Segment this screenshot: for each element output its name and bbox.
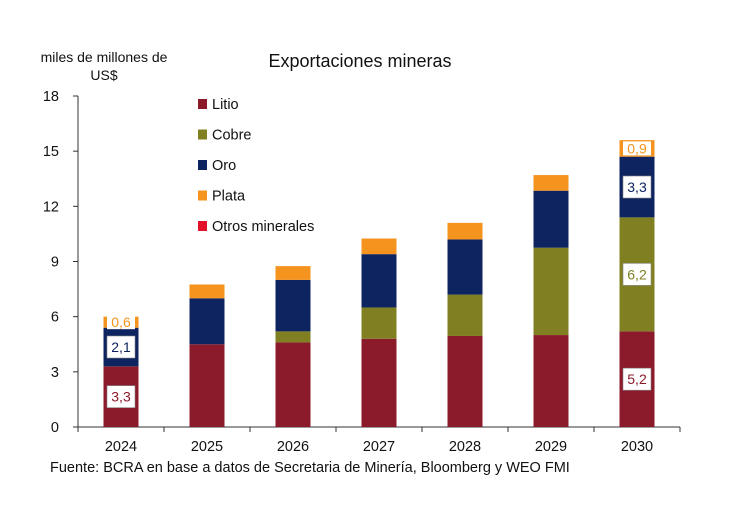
bar-segment-plata-2027 [361,238,397,255]
axes: 0 3 6 9 12 15 18 2024 2025 2026 2027 2028 2029 2030 [43,89,681,455]
data-label: 0,9 [627,140,647,156]
data-label: 0,6 [111,314,131,330]
source-note: Fuente: BCRA en base a datos de Secretar… [50,460,570,476]
bar-segment-oro-2025 [189,298,225,345]
x-tick-label: 2026 [277,439,309,455]
y-tick-label: 12 [43,199,59,215]
bar-segment-litio-2028 [447,335,483,427]
bar-segment-litio-2025 [189,344,225,427]
data-label: 3,3 [627,179,647,195]
bars [103,140,655,427]
legend: Litio Cobre Oro Plata Otros minerales [198,97,314,235]
legend-swatch-oro [198,160,207,170]
bar-segment-cobre-2026 [275,331,311,343]
y-tick-label: 3 [51,365,59,381]
data-label-box [623,141,651,156]
y-tick-label: 0 [51,420,59,436]
data-label-box [622,175,652,199]
bar-segment-cobre-2027 [361,307,397,339]
legend-swatch-plata [198,190,207,201]
legend-swatch-litio [198,99,207,109]
x-tick-label: 2025 [191,439,223,455]
data-labels: 3,3 2,1 0,6 5,2 6,2 3,3 0,9 [106,140,652,408]
data-label: 6,2 [627,266,647,282]
data-label-box [622,263,652,286]
x-tick-label: 2030 [621,439,653,455]
data-label: 5,2 [627,371,647,387]
y-tick-label: 15 [43,144,59,160]
bar-segment-litio-2029 [533,335,569,427]
y-tick-label: 9 [51,255,59,271]
y-tick-label: 6 [51,310,59,326]
data-label-box [106,335,136,359]
bar-segment-plata-2025 [189,284,225,299]
x-tick-label: 2028 [449,439,481,455]
y-tick-label: 18 [43,89,59,105]
data-label-box [107,315,135,330]
legend-label-plata: Plata [212,189,246,205]
data-label-box [622,367,652,391]
bar-segment-plata-2029 [533,175,569,191]
x-tick-label: 2029 [535,439,567,455]
legend-label-cobre: Cobre [212,128,252,144]
y-axis-unit-label: miles de millones de US$ [40,49,168,83]
legend-label-otros-minerales: Otros minerales [212,219,314,235]
bar-segment-cobre-2028 [447,294,483,336]
legend-label-litio: Litio [212,97,239,113]
legend-swatch-otros-minerales [198,221,207,231]
x-tick-label: 2024 [105,439,137,455]
bar-segment-litio-2027 [361,338,397,427]
bar-segment-oro-2029 [533,190,569,248]
bar-segment-oro-2028 [447,239,483,295]
chart-title: Exportaciones mineras [0,51,730,72]
x-tick-label: 2027 [363,439,395,455]
data-label-box [106,385,136,408]
data-label: 3,3 [111,389,131,405]
bar-segment-oro-2026 [275,279,311,332]
bar-segment-cobre-2029 [533,247,569,336]
bar-segment-plata-2026 [275,266,311,280]
bar-segment-plata-2028 [447,222,483,240]
chart-title-text: Exportaciones mineras [268,51,452,71]
legend-label-oro: Oro [212,158,236,174]
data-label: 2,1 [111,339,131,355]
bar-segment-oro-2027 [361,254,397,308]
bar-segment-litio-2026 [275,342,311,427]
legend-swatch-cobre [198,129,207,140]
